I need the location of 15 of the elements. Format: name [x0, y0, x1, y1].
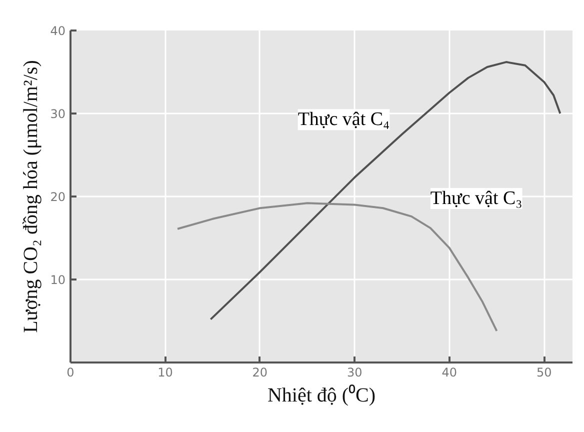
x-tick-label: 10 [158, 366, 173, 380]
y-tick-label: 30 [50, 107, 66, 121]
line-series [210, 61, 562, 320]
series-label: Thực vật C₄ [298, 109, 390, 130]
x-tick-label: 0 [66, 366, 74, 380]
x-axis-title: Nhiệt độ (⁰C) [267, 384, 376, 406]
y-tick-label: 20 [50, 190, 66, 204]
x-tick-label: 30 [347, 366, 362, 380]
series-label: Thực vật C₃ [430, 188, 522, 209]
y-axis-title: Lượng CO₂ đồng hóa (μmol/m²/s) [20, 60, 42, 333]
x-tick-label: 50 [536, 366, 552, 380]
x-tick-label: 40 [442, 366, 458, 380]
x-tick-label: 20 [252, 366, 268, 380]
y-tick-label: 40 [50, 24, 66, 38]
y-tick-label: 10 [50, 273, 66, 287]
